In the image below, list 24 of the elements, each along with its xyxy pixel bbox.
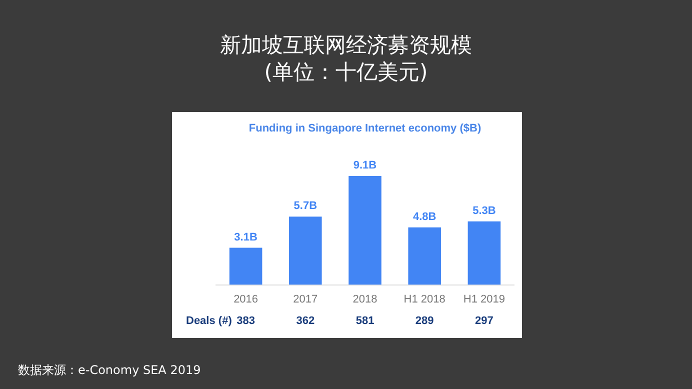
data-label: 9.1B	[353, 159, 377, 172]
bar	[229, 248, 262, 285]
text: 297	[475, 314, 494, 327]
x-tick-label: H1 2019	[463, 293, 505, 306]
chart-title: 新加坡互联网经济募资规模 (单位：十亿美元)	[219, 32, 473, 86]
data-label: 5.3B	[472, 204, 496, 217]
x-tick-label: H1 2018	[404, 293, 446, 306]
text: 289	[415, 314, 434, 327]
data-label: 4.8B	[412, 210, 436, 223]
chart-subtitle: Funding in Singapore Internet economy ($B)	[248, 122, 482, 135]
text: 383	[236, 314, 255, 327]
x-tick-label: 2017	[293, 293, 318, 306]
x-tick-label: 2016	[234, 293, 258, 306]
bar	[348, 176, 382, 285]
text: 362	[296, 314, 315, 327]
source-note: 数据来源：e-Conomy SEA 2019	[18, 362, 201, 379]
text: Deals (#)	[186, 314, 232, 327]
bar	[289, 216, 322, 285]
data-label: 5.7B	[294, 200, 318, 212]
x-tick-label: 2018	[352, 293, 378, 306]
bar	[408, 227, 441, 285]
data-label: 3.1B	[234, 231, 258, 244]
bar	[468, 221, 501, 285]
text: 581	[356, 314, 374, 327]
